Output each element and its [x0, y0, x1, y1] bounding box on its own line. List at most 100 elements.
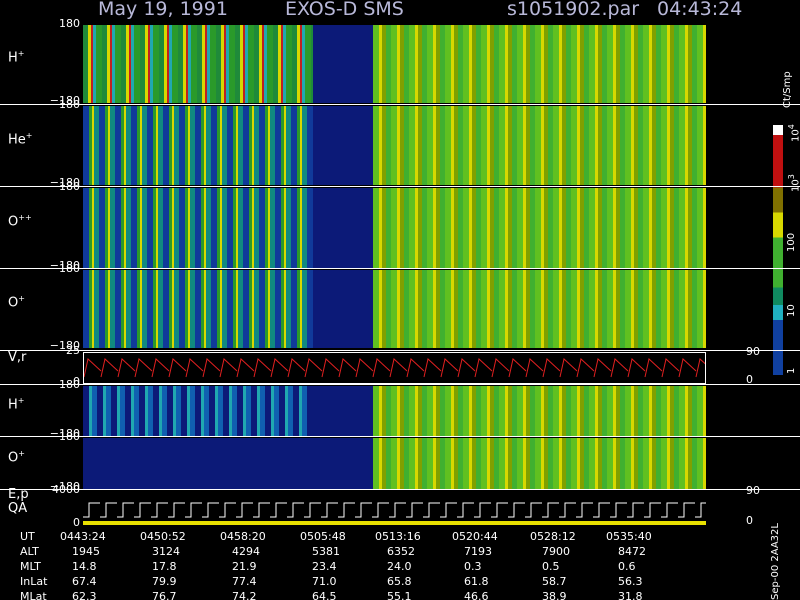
spectrogram — [83, 386, 313, 436]
label-text: H — [8, 397, 18, 413]
panel-label: H+ — [8, 48, 24, 64]
panel — [83, 106, 706, 185]
label-text: O — [8, 295, 19, 311]
separator — [0, 104, 800, 105]
panel-label: O+ — [8, 448, 25, 464]
panel-label: H+ — [8, 395, 24, 411]
date: May 19, 1991 — [98, 0, 228, 20]
table-cell: 74.2 — [232, 590, 257, 600]
colorbar-label: 104 — [786, 124, 800, 142]
spectrogram — [84, 353, 314, 383]
separator — [0, 489, 800, 490]
colorbar-label: 100 — [786, 233, 798, 252]
y-tick-label: 180 — [59, 17, 80, 30]
panel — [83, 386, 706, 436]
y-tick-label: 180 — [59, 98, 80, 111]
y-tick-label: 4000 — [52, 483, 80, 496]
label-sup: + — [18, 294, 25, 303]
table-cell: 64.5 — [312, 590, 337, 600]
table-cell: 38.9 — [542, 590, 567, 600]
colorbar-label: 1 — [786, 368, 798, 374]
label-sup: + — [17, 49, 25, 58]
y-tick-label: 180 — [59, 378, 80, 391]
table-cell: 31.8 — [618, 590, 643, 600]
spectrogram — [373, 386, 706, 436]
row-label: UT — [20, 530, 35, 543]
label-text: V,r — [8, 350, 27, 365]
table-cell: 24.0 — [387, 560, 412, 573]
table-cell: 65.8 — [387, 575, 412, 588]
spectrogram — [313, 438, 373, 489]
table-cell: 6352 — [387, 545, 415, 558]
panel-label: E,p — [8, 487, 29, 502]
y2-tick-label: 0 — [746, 373, 753, 386]
file: s1051902.par — [507, 0, 640, 20]
table-cell: 8472 — [618, 545, 646, 558]
table-cell: 62.3 — [72, 590, 97, 600]
panel — [83, 491, 706, 525]
y-tick-label: −180 — [49, 94, 80, 107]
table-cell: 5381 — [312, 545, 340, 558]
colorbar-sup: 3 — [787, 174, 796, 180]
panel-label: He+ — [8, 130, 32, 146]
row-label: InLat — [20, 575, 48, 588]
label-text: He — [8, 131, 26, 147]
table-cell: 0513:16 — [375, 530, 421, 543]
table-cell: 23.4 — [312, 560, 337, 573]
y2-tick-label: 0 — [746, 514, 753, 527]
y-tick-label: −180 — [49, 339, 80, 352]
separator — [0, 436, 800, 437]
table-cell: 56.3 — [618, 575, 643, 588]
row-label: MLT — [20, 560, 41, 573]
spectrogram — [313, 386, 373, 436]
spectrogram — [373, 106, 706, 185]
table-cell: 0520:44 — [452, 530, 498, 543]
spectrogram — [313, 188, 373, 268]
table-cell: 55.1 — [387, 590, 412, 600]
label-sup: + — [25, 130, 33, 140]
y2-tick-label: 90 — [746, 484, 760, 497]
table-cell: 0535:40 — [606, 530, 652, 543]
y-tick-label: −180 — [49, 176, 80, 189]
label-text: O — [8, 214, 19, 230]
table-cell: 7193 — [464, 545, 492, 558]
table-cell: 7900 — [542, 545, 570, 558]
y-tick-label: 180 — [59, 180, 80, 193]
y-tick-label: 0 — [73, 375, 80, 388]
panel — [83, 25, 706, 103]
table-cell: 3124 — [152, 545, 180, 558]
panel-label: O++ — [8, 212, 32, 228]
label-sup: ++ — [18, 213, 32, 222]
separator — [0, 350, 800, 351]
table-cell: 67.4 — [72, 575, 97, 588]
separator — [0, 384, 800, 385]
trace-line — [84, 358, 705, 378]
table-cell: 0.5 — [542, 560, 560, 573]
panel-label: O+ — [8, 293, 25, 309]
colorbar-label: 103 — [786, 174, 800, 192]
label-text: E,p — [8, 487, 29, 502]
label-text: O — [8, 449, 19, 465]
spectrogram — [83, 188, 313, 268]
spectrogram — [83, 270, 313, 348]
panel — [83, 352, 706, 384]
spectrogram — [313, 270, 373, 348]
panel — [83, 270, 706, 348]
table-cell: 0.3 — [464, 560, 482, 573]
table-cell: 76.7 — [152, 590, 177, 600]
spectrogram — [313, 25, 373, 103]
table-cell: 79.9 — [152, 575, 177, 588]
trace — [83, 502, 706, 518]
colorbar-base: 10 — [786, 304, 797, 317]
trace — [84, 358, 705, 378]
spectrogram — [373, 270, 706, 348]
colorbar-base: 1 — [786, 367, 797, 374]
panel-label: QA — [8, 501, 28, 516]
colorbar-sup: 4 — [787, 124, 796, 130]
spectrogram — [313, 106, 373, 185]
instrument: EXOS-D SMS — [285, 0, 404, 20]
spectrogram — [373, 25, 706, 103]
color-bar — [773, 125, 783, 375]
table-cell: 77.4 — [232, 575, 257, 588]
